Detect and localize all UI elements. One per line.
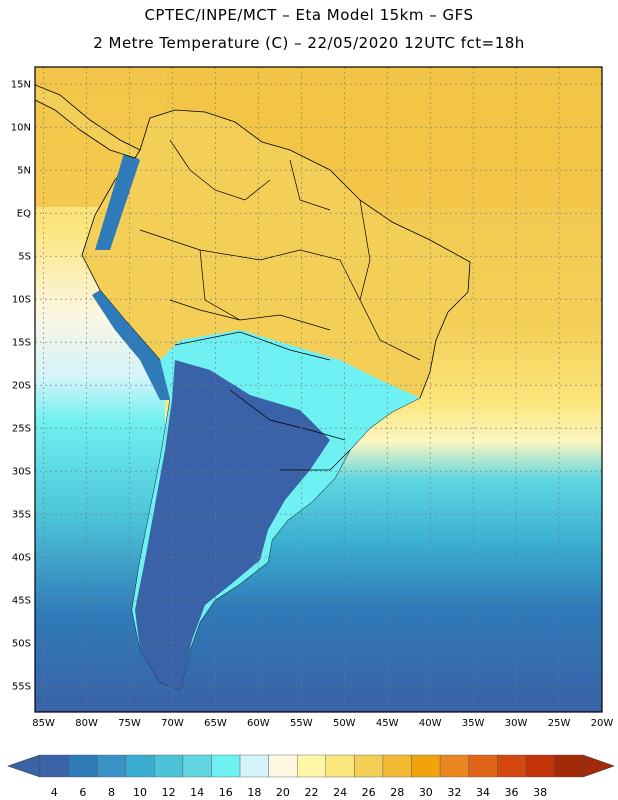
lat-label: 50S [12,639,31,650]
colorbar-tick-label: 32 [447,786,461,799]
colorbar-tick-label: 10 [133,786,147,799]
andes-cold [92,150,170,400]
lon-label: 55W [290,718,313,729]
colorbar-tick-label: 28 [390,786,404,799]
map-title-line2: 2 Metre Temperature (C) – 22/05/2020 12U… [93,34,525,52]
country-borders [139,139,421,471]
colorbar-segment [468,754,498,778]
lat-label: 40S [12,553,31,564]
colorbar-segment [525,754,555,778]
colorbar-segment [239,754,269,778]
colorbar-segment [96,754,126,778]
colorbar-tick-label: 12 [162,786,176,799]
lon-label: 40W [419,718,442,729]
latitude-labels: 15N 10N 5N EQ 5S 10S 15S 20S 25S 30S 35S 40S 45S 50S 5… [11,80,31,693]
colorbar-tick-label: 6 [79,786,86,799]
colorbar-tick-label: 30 [419,786,433,799]
colorbar-segment [211,754,241,778]
colorbar-segment [497,754,527,778]
lon-label: 60W [247,718,270,729]
colorbar-tick-label: 14 [190,786,204,799]
colorbar-segment [354,754,384,778]
colorbar-high-arrow [582,754,615,778]
colorbar-segment [297,754,326,778]
lat-label: 15N [11,80,31,91]
lon-label: 20W [591,718,614,729]
longitude-labels: 85W 80W 75W 70W 65W 60W 55W 50W 45W 40W 35W 30W 25W 2… [32,718,613,729]
lat-label: 20S [12,381,31,392]
colorbar-tick-label: 16 [219,786,233,799]
lon-label: 65W [204,718,227,729]
lat-label: 10S [12,295,31,306]
lat-label: 55S [12,682,31,693]
central-america [35,84,141,159]
lat-label: EQ [17,209,31,220]
colorbar-segment [39,754,69,778]
colorbar-tick-label: 4 [51,786,58,799]
colorbar [7,754,615,778]
lon-label: 85W [32,718,55,729]
lon-label: 70W [161,718,184,729]
colorbar-tick-label: 34 [476,786,490,799]
lon-label: 75W [118,718,141,729]
colorbar-tick-label: 36 [505,786,519,799]
lon-label: 35W [462,718,485,729]
lat-label: 5N [17,166,31,177]
colorbar-tick-label: 20 [276,786,290,799]
colorbar-segment [411,754,441,778]
colorbar-tick-label: 18 [247,786,261,799]
cold-core [135,360,330,690]
lon-label: 25W [548,718,571,729]
colorbar-tick-label: 8 [108,786,115,799]
colorbar-segment [382,754,412,778]
colorbar-low-arrow [7,754,41,778]
colorbar-segment [125,754,155,778]
lat-label: 25S [12,424,31,435]
lat-label: 5S [18,252,31,263]
lat-label: 45S [12,596,31,607]
lon-label: 50W [333,718,356,729]
lat-label: 15S [12,338,31,349]
colorbar-labels: 4 6 8 10 12 14 16 18 20 22 24 26 28 30 32 34 36 38 [51,786,547,799]
colorbar-tick-label: 22 [305,786,319,799]
colorbar-segment [268,754,298,778]
colorbar-segment [182,754,212,778]
colorbar-tick-label: 24 [333,786,347,799]
map-title-line1: CPTEC/INPE/MCT – Eta Model 15km – GFS [144,6,474,24]
lon-label: 45W [376,718,399,729]
colorbar-tick-label: 26 [362,786,376,799]
lon-label: 30W [505,718,528,729]
colorbar-segment [325,754,355,778]
colorbar-segment [154,754,184,778]
lon-label: 80W [75,718,98,729]
map-frame [34,66,603,713]
lat-label: 35S [12,510,31,521]
colorbar-segment [554,754,584,778]
colorbar-segment [439,754,469,778]
colorbar-segment [68,754,98,778]
colorbar-tick-label: 38 [533,786,547,799]
lat-label: 10N [11,123,31,134]
lat-label: 30S [12,467,31,478]
